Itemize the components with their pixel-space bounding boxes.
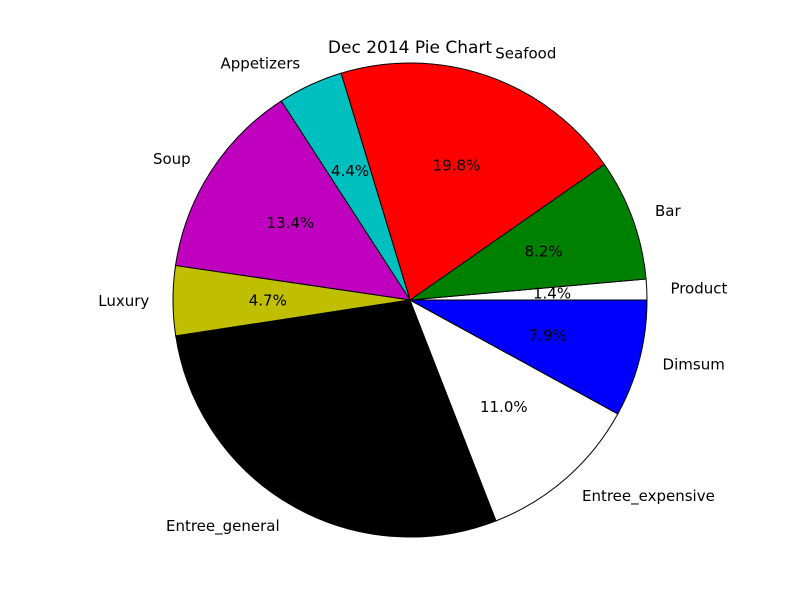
slice-percent-entree-expensive: 11.0% bbox=[480, 398, 528, 416]
slice-label-entree-general: Entree_general bbox=[166, 517, 280, 536]
slice-label-luxury: Luxury bbox=[98, 292, 149, 310]
pie-slice-entree-expensive bbox=[409, 298, 619, 522]
slice-label-appetizers: Appetizers bbox=[221, 55, 301, 73]
pie-slices bbox=[172, 62, 648, 538]
slice-label-entree-expensive: Entree_expensive bbox=[582, 487, 715, 506]
pie-labels: Product 1.4% Bar 8.2% Seafood 19.8% Appetizers… bbox=[98, 45, 727, 536]
slice-percent-appetizers: 4.4% bbox=[331, 162, 369, 180]
pie-slice-seafood bbox=[340, 62, 606, 301]
pie-slice-bar bbox=[408, 163, 647, 301]
pie-slice-entree-general bbox=[175, 299, 497, 538]
slice-percent-dimsum: 7.9% bbox=[529, 326, 567, 344]
slice-percent-luxury: 4.7% bbox=[249, 291, 287, 309]
slice-label-bar: Bar bbox=[655, 202, 681, 220]
pie-slice-dimsum bbox=[409, 299, 648, 415]
slice-label-seafood: Seafood bbox=[495, 45, 556, 63]
slice-label-dimsum: Dimsum bbox=[663, 356, 725, 374]
slice-label-soup: Soup bbox=[153, 150, 191, 168]
slice-percent-soup: 13.4% bbox=[267, 214, 315, 232]
slice-percent-bar: 8.2% bbox=[525, 242, 563, 260]
pie-slice-soup bbox=[174, 100, 412, 301]
chart-title: Dec 2014 Pie Chart bbox=[328, 38, 492, 58]
slice-percent-product: 1.4% bbox=[533, 285, 571, 303]
slice-label-product: Product bbox=[670, 279, 727, 297]
slice-percent-seafood: 19.8% bbox=[433, 157, 481, 175]
